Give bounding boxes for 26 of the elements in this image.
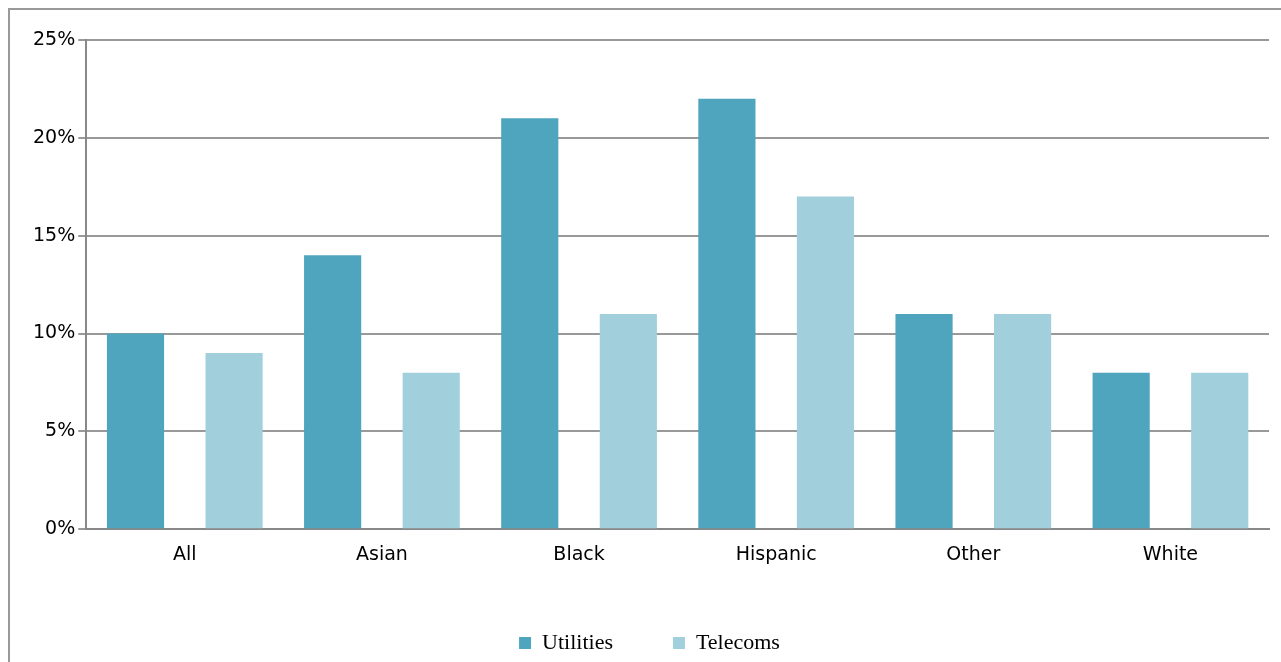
bar (599, 313, 657, 529)
bar (402, 372, 460, 529)
bar (304, 255, 362, 529)
x-tick-label: White (1142, 541, 1199, 564)
bar (698, 98, 756, 529)
bar (994, 313, 1052, 529)
bar (501, 118, 559, 529)
legend-label: Telecoms (695, 628, 780, 654)
bar (1191, 372, 1249, 529)
x-tick-label: Other (946, 541, 1001, 564)
bar (1092, 372, 1150, 529)
y-tick-label: 0% (45, 516, 76, 539)
legend-label: Utilities (542, 628, 613, 654)
y-tick-label: 10% (33, 320, 76, 343)
x-tick-label: Black (553, 541, 605, 564)
x-tick-label: Hispanic (735, 541, 817, 564)
x-tick-label: Asian (355, 541, 408, 564)
bar (796, 196, 855, 529)
y-tick-label: 15% (33, 222, 76, 245)
y-tick-label: 25% (33, 26, 76, 49)
bar (205, 353, 263, 529)
bar (106, 333, 165, 529)
bar (895, 313, 953, 529)
x-tick-label: All (173, 541, 197, 564)
y-tick-label: 20% (33, 124, 76, 147)
y-tick-label: 5% (45, 418, 76, 441)
